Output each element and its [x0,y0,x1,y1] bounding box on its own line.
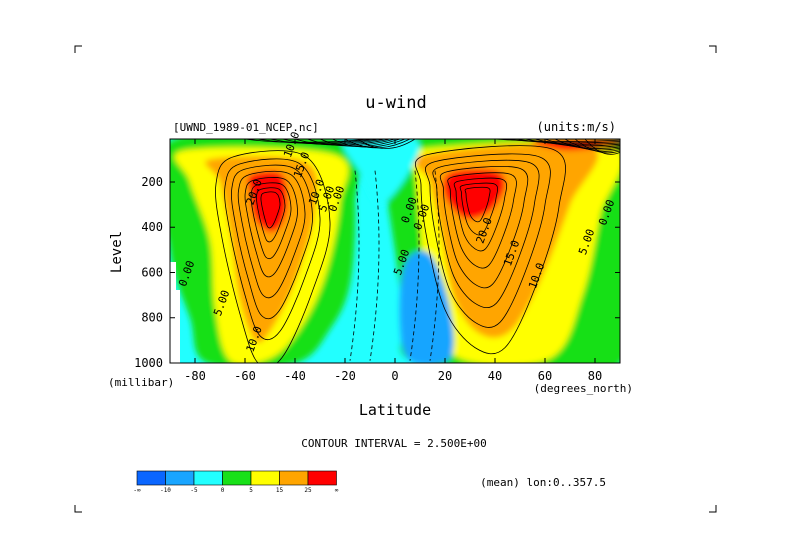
x-tick-label: 40 [488,369,502,383]
y-tick-label: 600 [141,265,163,279]
y-tick-label: 400 [141,220,163,234]
x-unit-label: (degrees_north) [534,382,633,395]
contour-line-east [415,145,566,355]
contour-line-polar [524,139,620,147]
contour-line-east [424,153,551,328]
core-west [247,171,288,232]
colorbar-swatch [250,470,280,486]
missing-data-region [170,262,180,363]
file-label: [UWND_1989-01_NCEP.nc] [173,121,319,134]
chart-title: u-wind [365,93,426,113]
contour-line-stratosphere [357,139,416,149]
colorbar: -∞ -10 -5 0 5 15 25 ∞ [133,470,339,494]
contour-line-negative [429,170,440,361]
x-tick-label: -80 [184,369,206,383]
y-unit-label: (millibar) [108,376,174,389]
band-15-25-west [205,156,318,343]
mean-label: (mean) lon:0..357.5 [480,476,606,489]
colorbar-swatch [279,470,309,486]
y-tick-label: 200 [141,175,163,189]
contour-line-west [237,170,306,299]
contour-line-west [255,187,286,243]
contour-line-east [439,166,529,289]
x-tick-label: -40 [284,369,306,383]
contour-line-west [231,164,313,320]
contour-plot: 20.015.010.05.000.0010.00.000.005.0020.0… [169,130,621,364]
band-neg-equator [342,139,420,205]
y-axis-title: Level [109,231,125,273]
contour-line-negative [349,170,360,361]
contour-line-east [464,186,491,223]
colorbar-tick-label: -10 [160,487,171,494]
contour-line-negative [409,170,420,361]
colorbar-tick-label: 15 [276,487,284,494]
units-label: (units:m/s) [537,120,616,134]
contour-line-negative [369,170,380,361]
contour-line-polar [534,139,620,148]
colorbar-swatch [307,470,337,486]
x-tick-label: 20 [438,369,452,383]
colorbar-tick-label: 25 [304,487,312,494]
x-tick-label: 60 [538,369,552,383]
colorbar-swatch [165,470,195,486]
contour-line-west [244,177,298,278]
y-axis: 200 400 600 800 1000 [134,175,620,370]
x-tick-label: -20 [334,369,356,383]
corner-marks [74,45,717,513]
colorbar-tick-label: -5 [190,487,198,494]
contour-interval-label: CONTOUR INTERVAL = 2.500E+00 [301,437,486,450]
x-tick-label: 80 [588,369,602,383]
contour-line-polar [584,139,620,155]
contour-line-east [459,182,499,236]
contour-line-east [447,172,517,269]
x-tick-label: 0 [391,369,398,383]
colorbar-tick-label: -∞ [133,487,141,494]
contour-line-polar [574,139,620,154]
colorbar-swatch [193,470,223,486]
contour-line-east [453,177,508,252]
contour-line-polar [504,139,620,144]
x-axis: -80 -60 -40 -20 0 20 40 60 80 [184,139,602,383]
colorbar-tick-label: ∞ [335,487,339,494]
contour-line-west [250,182,292,260]
y-tick-label: 800 [141,311,163,325]
x-axis-title: Latitude [359,401,431,419]
colorbar-swatch [222,470,252,486]
colorbar-tick-label: 5 [249,487,253,494]
colorbar-swatch [136,470,166,486]
colorbar-tick-label: 0 [221,487,225,494]
y-tick-label: 1000 [134,356,163,370]
core-east [443,169,506,220]
contour-line-west [215,150,331,363]
contour-line-west [260,191,281,229]
contour-line-west [224,158,321,341]
x-tick-label: -60 [234,369,256,383]
contour-line-polar [494,139,620,142]
